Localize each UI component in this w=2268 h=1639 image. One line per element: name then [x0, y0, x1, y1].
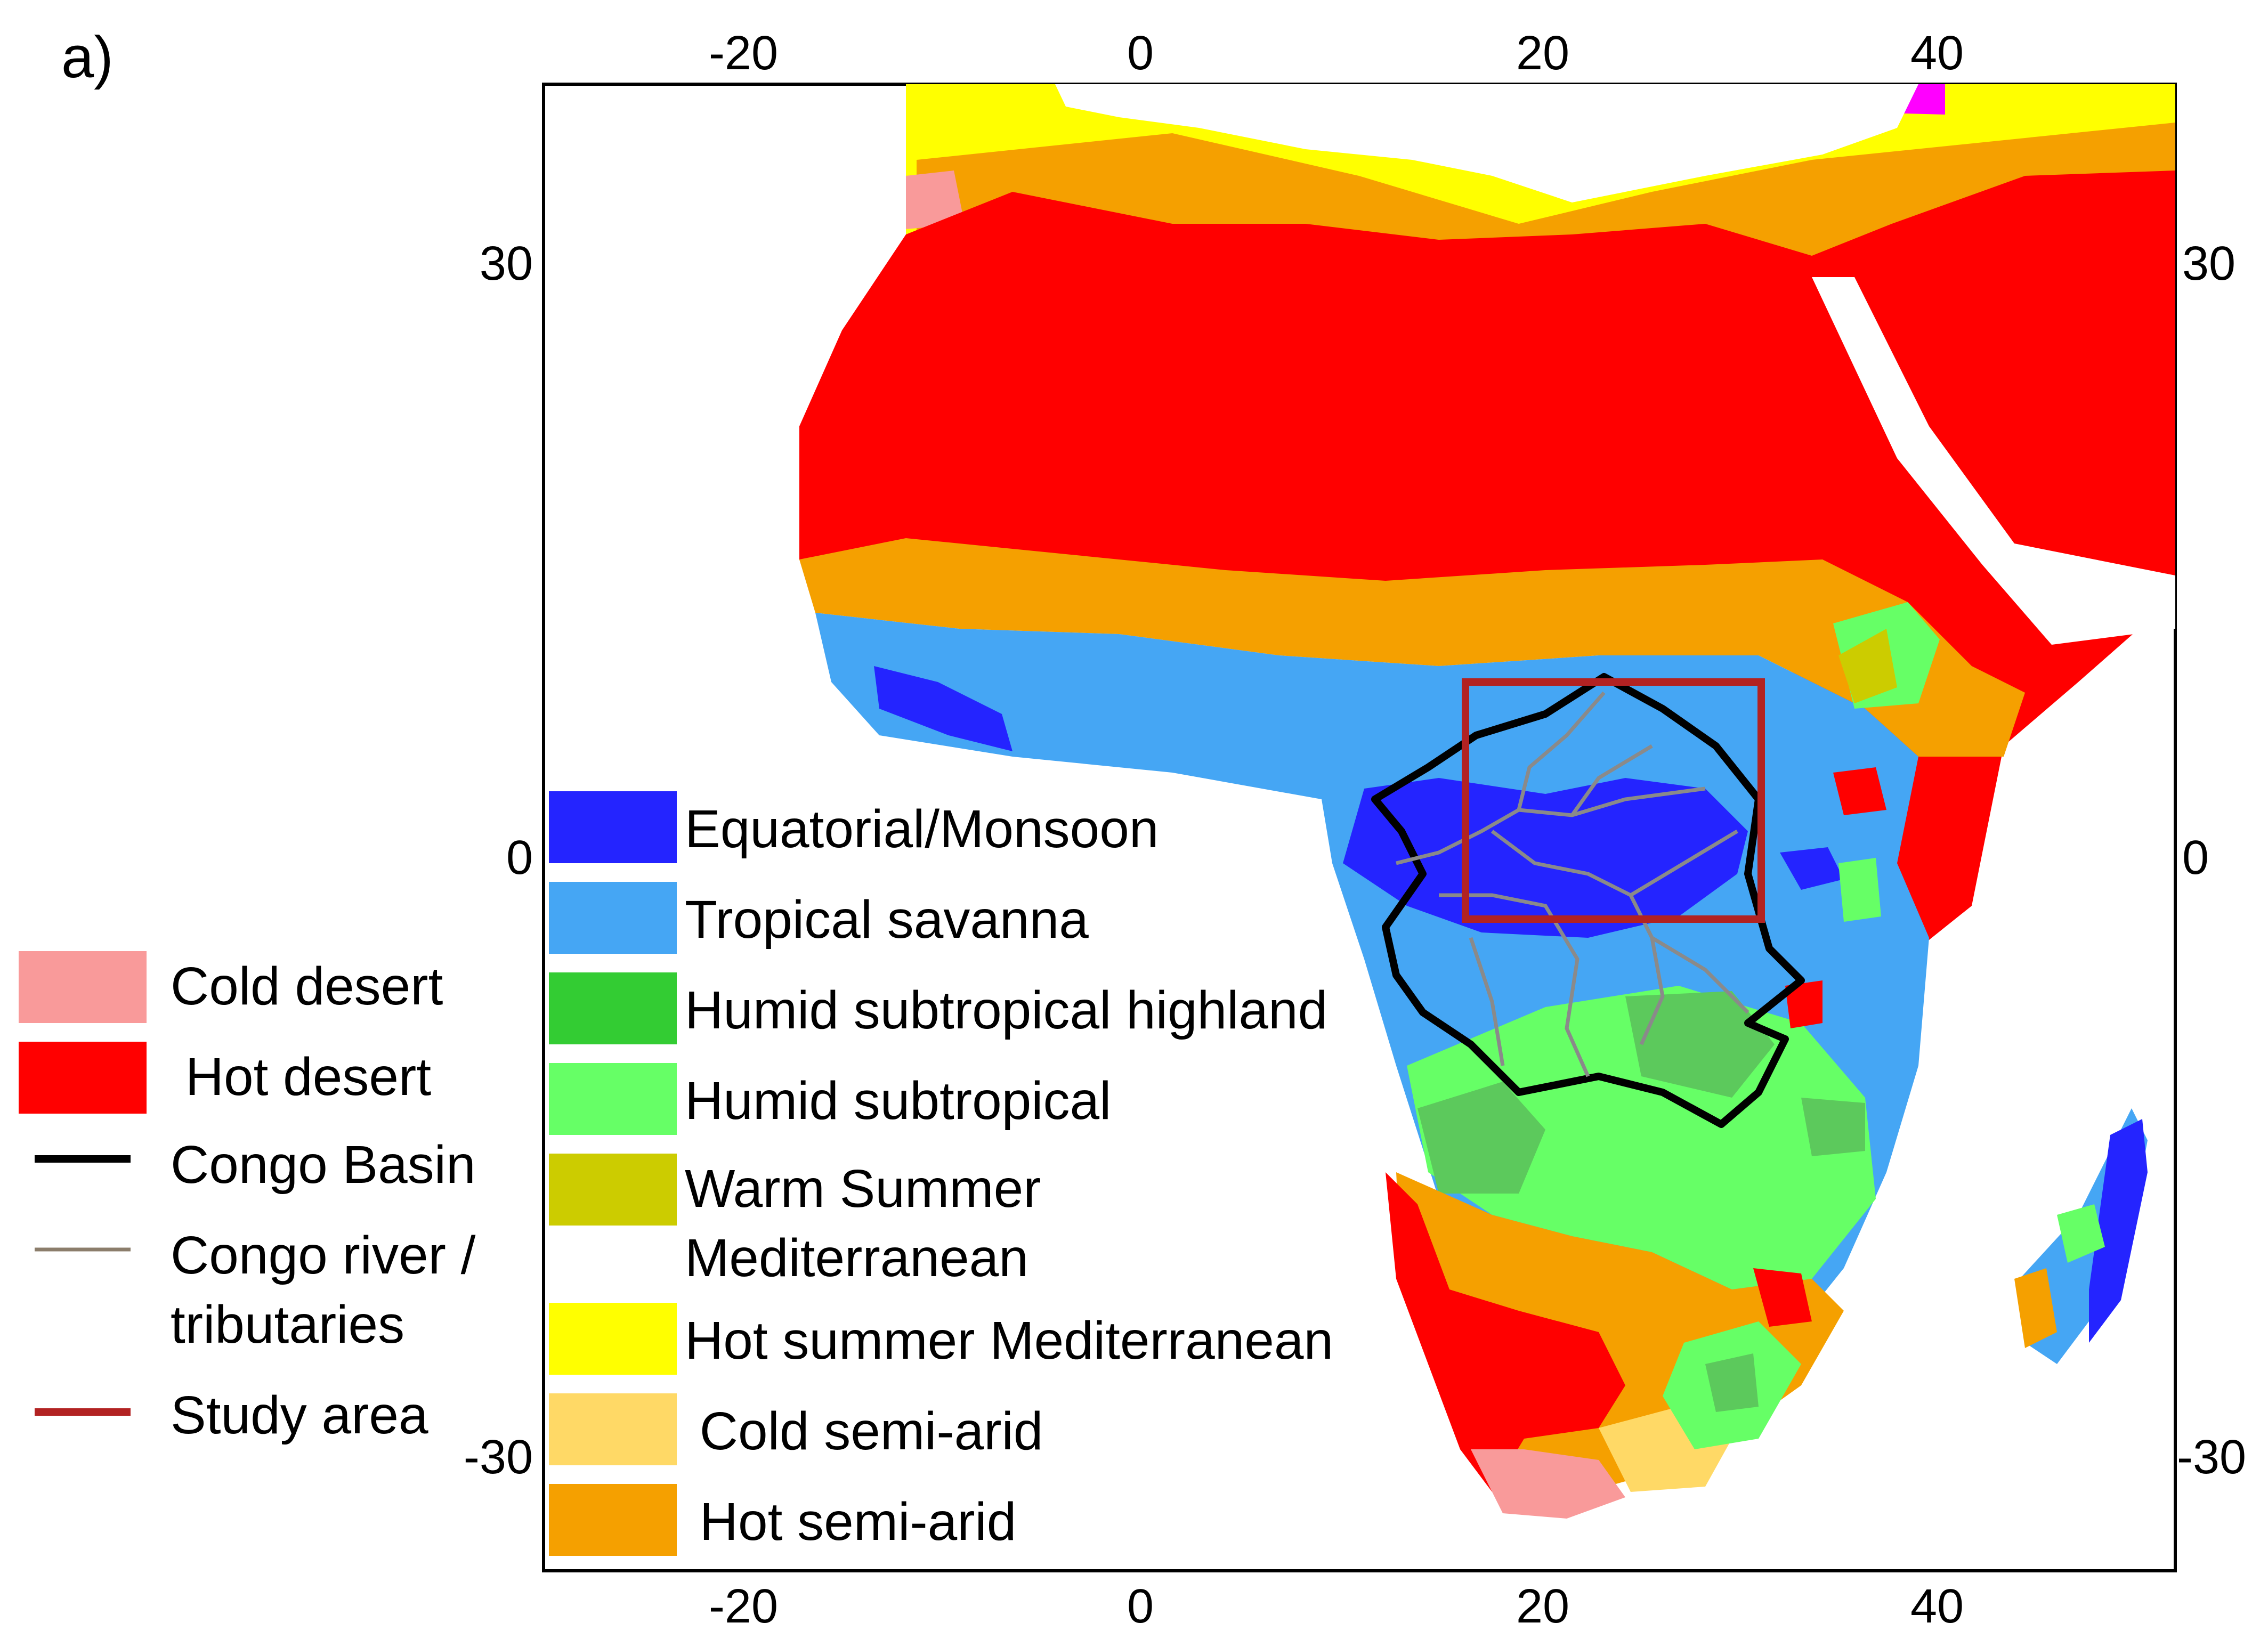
east-humid-patch [1838, 858, 1881, 922]
x-tick-top: 20 [1516, 27, 1569, 80]
x-tick-bottom: 40 [1910, 1580, 1964, 1633]
cold-desert-patch-north [906, 171, 965, 229]
red-sea [1812, 277, 2175, 645]
legend-label-hot-summer-med: Hot summer Mediterranean [685, 1311, 1333, 1370]
x-tick-top: 0 [1127, 27, 1154, 80]
legend-label-congo-basin: Congo Basin [171, 1135, 476, 1195]
congo-basin-outline [1371, 673, 1805, 1128]
ethiopian-highland-yellow [1838, 629, 1897, 703]
legend-swatch-hot-semi-arid [549, 1484, 677, 1556]
legend-label-warm-summer-med: Warm Summer [685, 1159, 1041, 1219]
legend-label-hot-desert: Hot desert [171, 1047, 431, 1107]
legend-label-study-area: Study area [171, 1385, 428, 1445]
x-tick-top: -20 [709, 27, 778, 80]
y-tick-left: -30 [464, 1431, 533, 1484]
legend-label-congo-river: Congo river / [171, 1226, 476, 1285]
mediterranean-sea [1055, 84, 1918, 202]
east-hot-desert-patch-1 [1833, 767, 1886, 815]
legend-label-warm-summer-med-2: Mediterranean [685, 1228, 1028, 1288]
y-tick-left: 0 [506, 831, 533, 885]
southern-hot-desert-patch [1753, 1268, 1812, 1327]
y-ticks-left: 30 0 -30 [464, 237, 533, 1484]
legend-label-equatorial: Equatorial/Monsoon [685, 799, 1159, 859]
x-ticks-bottom: -20 0 20 40 [709, 1580, 1964, 1633]
y-ticks-right: 30 0 -30 [2177, 237, 2246, 1484]
legend-label-congo-river-2: tributaries [171, 1295, 404, 1354]
legend-label-tropical-savanna: Tropical savanna [685, 890, 1089, 950]
legend-swatch-warm-summer-med [549, 1154, 677, 1226]
legend-swatch-cold-semi-arid [549, 1393, 677, 1465]
map-layers [799, 84, 2175, 1519]
congo-river-tributaries [1396, 691, 1749, 1077]
legend-swatch-humid-highland [549, 972, 677, 1044]
legend-swatch-cold-desert [19, 951, 147, 1023]
y-tick-left: 30 [480, 237, 533, 290]
legend-swatch-humid-subtropical [549, 1063, 677, 1135]
southern-humid-highland-2 [1625, 991, 1775, 1098]
southern-humid-highland-3 [1801, 1098, 1865, 1156]
east-equatorial-patch [1780, 847, 1844, 890]
legend-swatch-tropical-savanna [549, 882, 677, 954]
legend-label-humid-highland: Humid subtropical highland [685, 980, 1327, 1040]
y-tick-right: 30 [2182, 237, 2235, 290]
legend-label-hot-semi-arid: Hot semi-arid [685, 1492, 1016, 1552]
sahel-semi-arid-band [799, 538, 2025, 757]
climate-legend: Equatorial/Monsoon Tropical savanna Humi… [549, 791, 1333, 1556]
x-tick-top: 40 [1910, 27, 1964, 80]
study-area-box [1462, 678, 1765, 923]
legend-label-cold-semi-arid: Cold semi-arid [685, 1401, 1043, 1461]
southeast-highland [1705, 1353, 1759, 1412]
x-tick-bottom: 20 [1516, 1580, 1569, 1633]
legend-swatch-hot-summer-med [549, 1303, 677, 1375]
madagascar-equatorial [2089, 1119, 2148, 1343]
west-africa-equatorial-coast [874, 666, 1013, 751]
madagascar-semi-arid [2014, 1268, 2057, 1348]
southern-humid-highland [1418, 1082, 1545, 1194]
y-tick-right: -30 [2177, 1431, 2246, 1484]
legend-label-cold-desert: Cold desert [171, 956, 443, 1016]
legend-swatch-hot-desert [19, 1042, 147, 1114]
panel-label: a) [61, 25, 114, 90]
left-legend: Cold desert Hot desert Congo Basin Congo… [19, 951, 476, 1445]
madagascar-humid [2057, 1204, 2105, 1263]
karoo-cold-desert [1471, 1449, 1625, 1519]
east-hot-desert-patch-2 [1785, 980, 1823, 1028]
x-ticks-top: -20 0 20 40 [709, 27, 1964, 80]
namib-hot-desert [1386, 1172, 1625, 1492]
y-tick-right: 0 [2182, 831, 2209, 885]
x-tick-bottom: 0 [1127, 1580, 1154, 1633]
sahara-hot-desert [799, 171, 2175, 948]
legend-label-humid-subtropical: Humid subtropical [685, 1071, 1111, 1131]
central-equatorial-forest [1343, 778, 1748, 938]
legend-swatch-equatorial [549, 791, 677, 863]
x-tick-bottom: -20 [709, 1580, 778, 1633]
